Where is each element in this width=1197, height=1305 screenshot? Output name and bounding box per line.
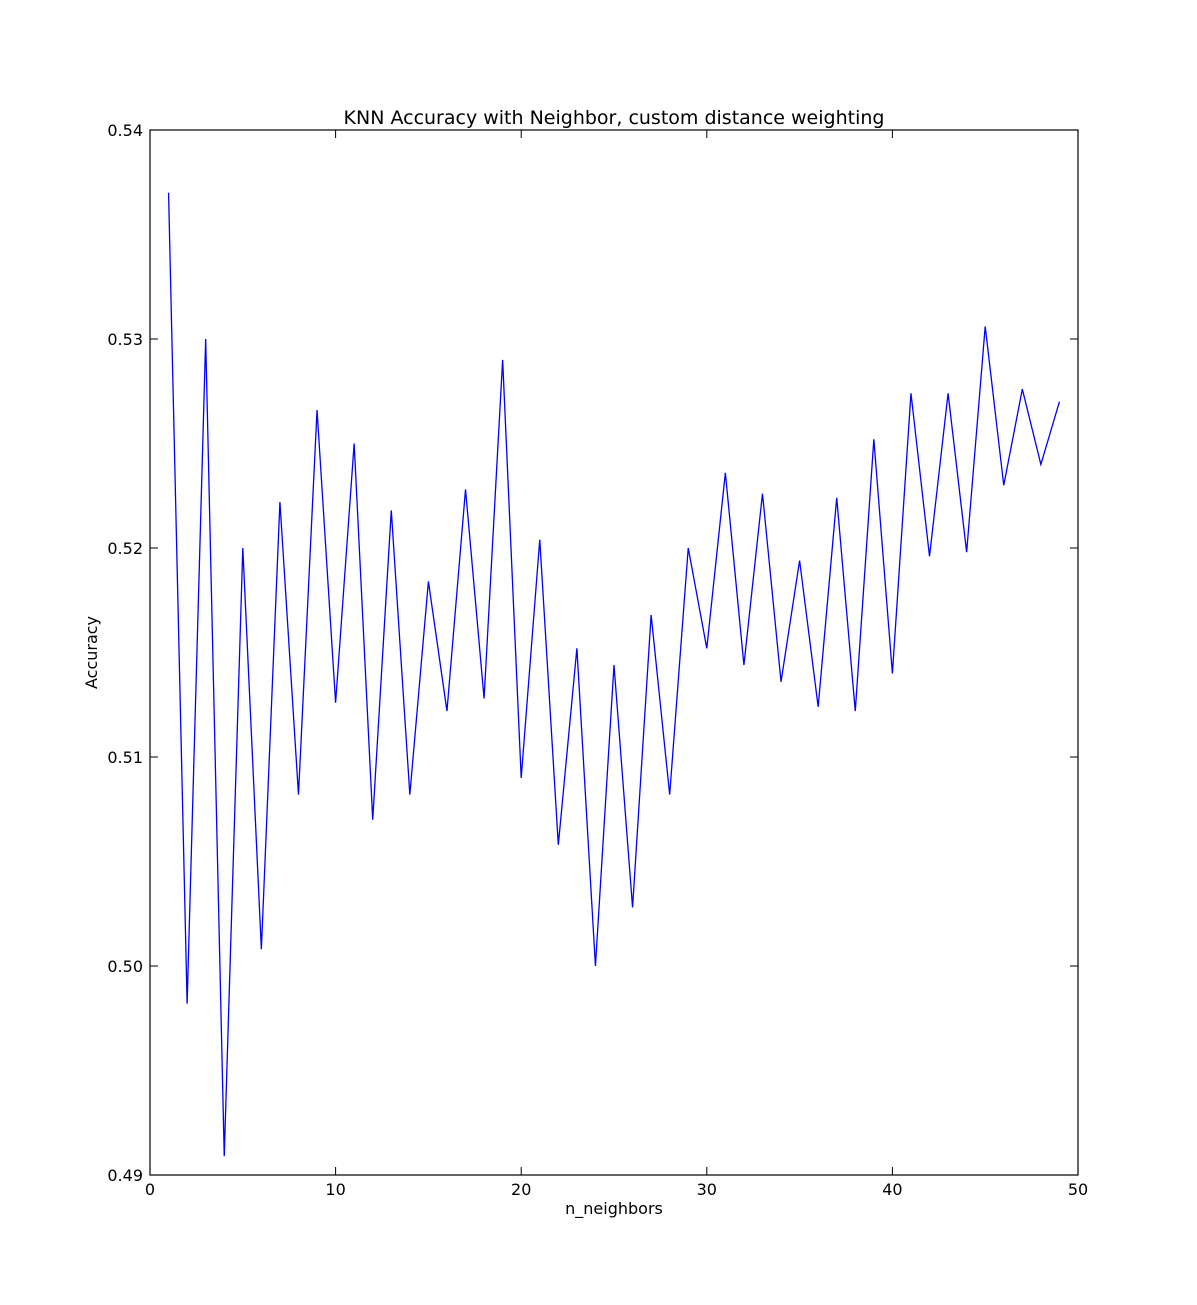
accuracy-series-line [167,192,1061,1157]
x-axis-title: n_neighbors [565,1199,663,1219]
y-tick-label: 0.53 [107,330,143,349]
y-axis-title: Accuracy [82,616,101,689]
x-tick-label: 20 [511,1180,531,1199]
plot-frame [149,129,1079,1176]
ticks-layer: 0 10 20 30 40 50 0.49 0.50 0.51 0.52 0.53 0.54 [107,121,1088,1199]
y-tick-label: 0.51 [107,748,143,767]
series-layer [167,192,1061,1157]
y-tick-label: 0.54 [107,121,143,140]
y-tick-label: 0.49 [107,1166,143,1185]
x-tick-label: 10 [325,1180,345,1199]
chart-title: KNN Accuracy with Neighbor, custom dista… [344,107,885,129]
y-tick-label: 0.52 [107,539,143,558]
x-tick-label: 50 [1068,1180,1088,1199]
x-tick-label: 30 [697,1180,717,1199]
x-tick-label: 40 [882,1180,902,1199]
x-tick-label: 0 [145,1180,155,1199]
y-tick-label: 0.50 [107,957,143,976]
